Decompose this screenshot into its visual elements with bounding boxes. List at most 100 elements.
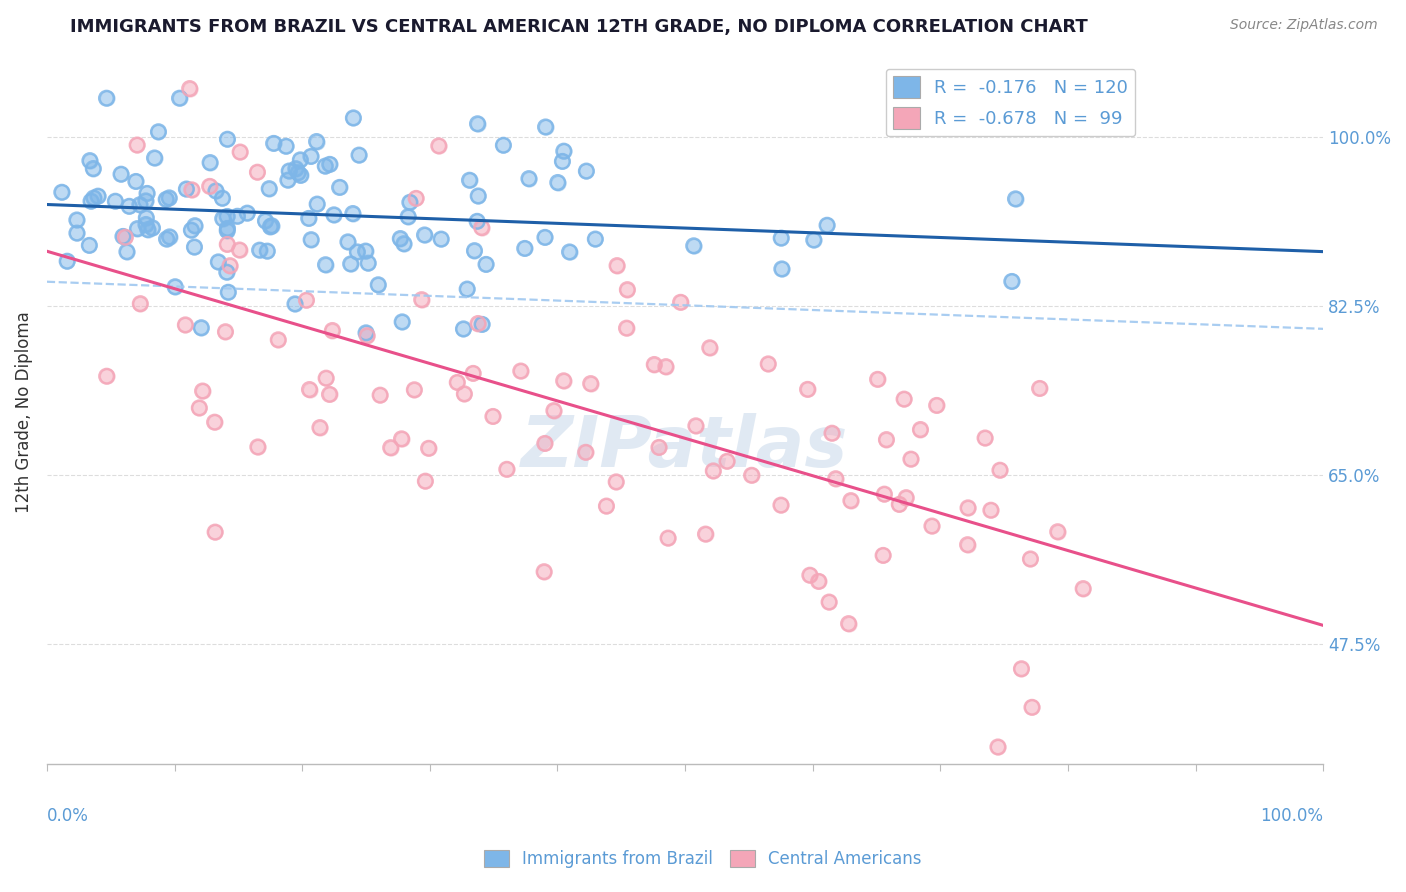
Point — [873, 487, 896, 501]
Point — [803, 233, 825, 247]
Point — [79, 238, 101, 252]
Point — [495, 462, 517, 476]
Point — [821, 426, 844, 441]
Point — [309, 420, 332, 434]
Point — [807, 574, 830, 589]
Point — [169, 91, 191, 105]
Point — [290, 169, 312, 183]
Point — [357, 256, 380, 270]
Point — [682, 239, 704, 253]
Point — [339, 257, 361, 271]
Point — [118, 199, 141, 213]
Point — [128, 198, 150, 212]
Point — [606, 259, 628, 273]
Point — [274, 139, 297, 153]
Point — [616, 283, 638, 297]
Point — [260, 219, 283, 233]
Point — [475, 257, 498, 271]
Point — [987, 739, 1010, 754]
Point — [605, 475, 627, 489]
Point — [699, 341, 721, 355]
Point — [56, 254, 79, 268]
Point — [534, 230, 557, 244]
Point — [575, 164, 598, 178]
Point — [893, 392, 915, 406]
Point — [430, 232, 453, 246]
Point — [299, 149, 322, 163]
Point — [136, 222, 159, 236]
Point — [336, 235, 359, 249]
Point — [509, 364, 531, 378]
Point — [315, 258, 337, 272]
Point — [682, 239, 704, 253]
Point — [415, 474, 437, 488]
Point — [616, 321, 638, 335]
Point — [579, 376, 602, 391]
Point — [894, 491, 917, 505]
Point — [875, 433, 897, 447]
Point — [1028, 381, 1050, 395]
Point — [205, 184, 228, 198]
Point — [183, 240, 205, 254]
Point — [643, 358, 665, 372]
Point — [278, 164, 301, 178]
Point — [135, 218, 157, 232]
Point — [315, 371, 337, 385]
Point — [295, 293, 318, 308]
Point — [179, 81, 201, 95]
Point — [495, 462, 517, 476]
Point — [987, 739, 1010, 754]
Point — [368, 388, 391, 402]
Point — [872, 549, 894, 563]
Point — [179, 81, 201, 95]
Point — [889, 497, 911, 511]
Point — [396, 210, 419, 224]
Point — [299, 149, 322, 163]
Point — [551, 154, 574, 169]
Point — [249, 243, 271, 257]
Point — [1001, 275, 1024, 289]
Point — [492, 138, 515, 153]
Point — [315, 258, 337, 272]
Point — [1001, 275, 1024, 289]
Point — [284, 161, 307, 176]
Point — [298, 383, 321, 397]
Point — [141, 220, 163, 235]
Point — [391, 315, 413, 329]
Point — [453, 322, 475, 336]
Legend: Immigrants from Brazil, Central Americans: Immigrants from Brazil, Central American… — [478, 843, 928, 875]
Point — [396, 210, 419, 224]
Point — [453, 387, 475, 401]
Point — [957, 500, 980, 515]
Point — [83, 191, 105, 205]
Point — [471, 318, 494, 332]
Point — [174, 318, 197, 332]
Point — [467, 317, 489, 331]
Text: ZIPatlas: ZIPatlas — [522, 413, 849, 482]
Point — [309, 420, 332, 434]
Point — [110, 167, 132, 181]
Point — [467, 189, 489, 203]
Point — [695, 527, 717, 541]
Point — [418, 442, 440, 456]
Point — [298, 383, 321, 397]
Point — [456, 282, 478, 296]
Point — [669, 295, 692, 310]
Point — [254, 213, 277, 227]
Point — [838, 616, 860, 631]
Point — [346, 244, 368, 259]
Point — [263, 136, 285, 151]
Point — [391, 432, 413, 446]
Point — [165, 279, 187, 293]
Point — [446, 376, 468, 390]
Point — [558, 244, 581, 259]
Point — [214, 325, 236, 339]
Point — [389, 231, 412, 245]
Point — [322, 208, 344, 222]
Point — [509, 364, 531, 378]
Point — [211, 191, 233, 205]
Point — [319, 157, 342, 171]
Point — [533, 436, 555, 450]
Point — [79, 153, 101, 168]
Point — [465, 214, 488, 228]
